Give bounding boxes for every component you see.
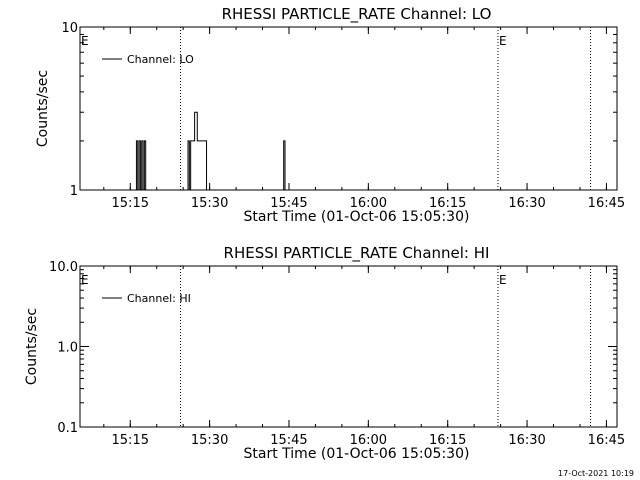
plot-frame bbox=[79, 265, 618, 428]
x-tick-label: 15:45 bbox=[270, 433, 307, 448]
y-tick-label: 0.1 bbox=[57, 421, 78, 436]
x-tick-label: 15:45 bbox=[270, 196, 307, 211]
x-tick-label: 16:15 bbox=[429, 196, 466, 211]
plot-title: RHESSI PARTICLE_RATE Channel: HI bbox=[224, 244, 490, 263]
x-axis-label: Start Time (01-Oct-06 15:05:30) bbox=[244, 209, 470, 225]
x-axis-label: Start Time (01-Oct-06 15:05:30) bbox=[244, 446, 470, 462]
event-marker-label: E bbox=[499, 273, 507, 287]
y-axis-label: Counts/sec bbox=[24, 308, 40, 385]
x-tick-label: 16:45 bbox=[588, 433, 625, 448]
x-tick-label: 15:15 bbox=[112, 433, 149, 448]
x-tick-label: 15:30 bbox=[191, 433, 228, 448]
plot-frame bbox=[79, 26, 618, 191]
x-tick-label: 16:00 bbox=[350, 196, 387, 211]
x-tick-label: 15:30 bbox=[191, 196, 228, 211]
x-tick-label: 16:30 bbox=[508, 433, 545, 448]
event-marker-label: E bbox=[81, 273, 89, 287]
footer-timestamp: 17-Oct-2021 10:19 bbox=[558, 469, 634, 478]
x-tick-label: 16:00 bbox=[350, 433, 387, 448]
x-tick-label: 16:15 bbox=[429, 433, 466, 448]
y-tick-label: 1.0 bbox=[57, 341, 78, 356]
y-axis-label: Counts/sec bbox=[35, 70, 51, 147]
event-marker-label: E bbox=[81, 34, 89, 48]
x-tick-label: 16:45 bbox=[588, 196, 625, 211]
y-tick-label: 1 bbox=[70, 184, 78, 199]
y-tick-label: 10 bbox=[61, 21, 78, 36]
x-tick-label: 15:15 bbox=[112, 196, 149, 211]
event-marker-label: E bbox=[499, 34, 507, 48]
legend-entry: Channel: LO bbox=[127, 53, 194, 66]
x-tick-label: 16:30 bbox=[508, 196, 545, 211]
legend-entry: Channel: HI bbox=[127, 292, 191, 305]
plot-title: RHESSI PARTICLE_RATE Channel: LO bbox=[222, 5, 492, 24]
y-tick-label: 10.0 bbox=[49, 260, 78, 275]
series-line bbox=[80, 111, 617, 191]
